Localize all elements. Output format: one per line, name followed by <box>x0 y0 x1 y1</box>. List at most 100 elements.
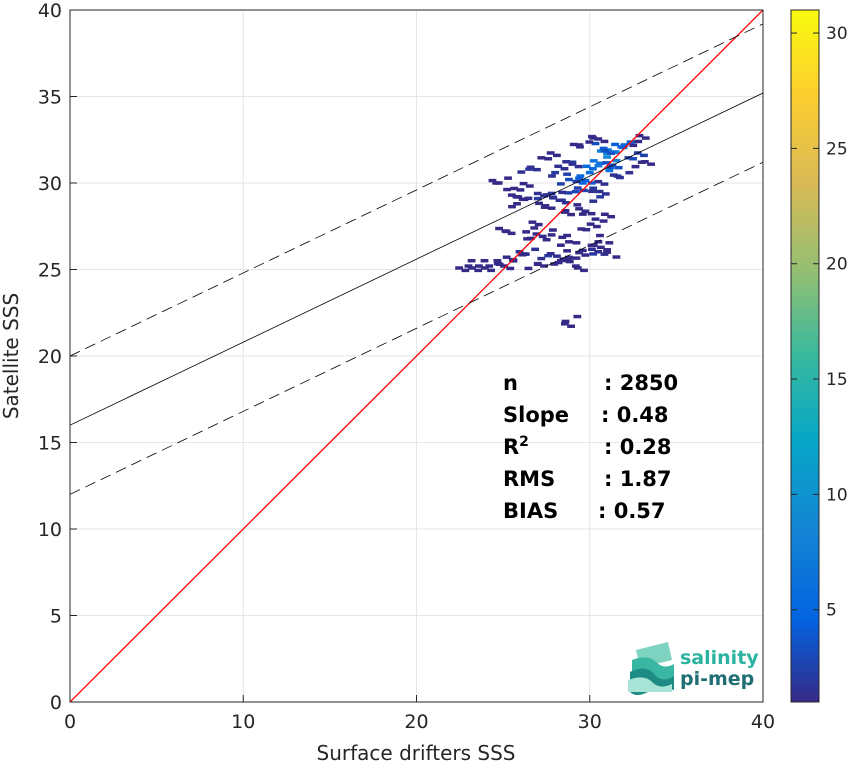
density-cell <box>558 190 567 195</box>
y-tick-label: 30 <box>38 173 62 195</box>
colorbar-tick-label: 25 <box>826 139 848 159</box>
density-cell <box>596 233 604 238</box>
density-cell <box>556 182 565 186</box>
y-tick-label: 35 <box>38 87 62 109</box>
density-cell <box>524 266 533 271</box>
density-cell <box>493 258 502 263</box>
x-tick-label: 40 <box>751 711 775 733</box>
density-cell <box>647 162 655 166</box>
stat-value: : 0.28 <box>604 435 672 459</box>
density-cell <box>504 176 512 180</box>
density-cell <box>600 252 609 256</box>
density-cell <box>594 163 603 168</box>
density-cell <box>611 142 619 147</box>
density-cell <box>588 134 596 139</box>
stat-value: : 2850 <box>604 371 678 395</box>
density-cell <box>518 253 527 257</box>
colorbar-tick-label: 15 <box>826 370 848 390</box>
density-cell <box>485 264 494 268</box>
y-axis-title: Satellite SSS <box>0 293 23 419</box>
density-cell <box>581 209 590 213</box>
density-cell <box>634 139 643 144</box>
x-axis-title: Surface drifters SSS <box>317 741 516 764</box>
density-cell <box>502 255 511 259</box>
density-cell <box>594 250 603 254</box>
colorbar-tick-label: 20 <box>826 255 848 275</box>
fit-lines <box>70 10 763 702</box>
density-cell <box>631 164 640 169</box>
stat-key: BIAS <box>503 499 558 523</box>
density-cell <box>589 186 598 190</box>
density-cell <box>572 256 581 260</box>
density-cell <box>635 133 644 138</box>
density-cell <box>572 179 581 184</box>
density-cell <box>612 255 621 259</box>
regression-upper-line <box>70 23 763 357</box>
density-cell <box>533 191 542 196</box>
density-cell <box>596 149 605 153</box>
density-cell <box>575 207 583 211</box>
density-cell <box>586 222 595 226</box>
density-cell <box>467 258 476 263</box>
density-cell <box>560 322 569 326</box>
density-cell <box>617 145 626 149</box>
density-cell <box>563 233 571 238</box>
density-cell <box>600 182 609 186</box>
density-cell <box>500 264 508 268</box>
y-tick-label: 40 <box>38 0 62 22</box>
density-cell <box>551 170 559 175</box>
density-cell <box>602 161 611 165</box>
density-cell <box>591 141 600 146</box>
density-cell <box>542 238 551 242</box>
density-cell <box>526 165 535 169</box>
density-cell <box>588 167 597 171</box>
density-cell <box>575 176 583 180</box>
density-cell <box>582 227 591 232</box>
density-cell <box>533 261 542 266</box>
density-cell <box>614 165 623 170</box>
density-cell <box>554 164 563 169</box>
density-cell <box>587 211 596 216</box>
density-cell <box>589 243 598 247</box>
density-cell <box>605 168 614 173</box>
density-cell <box>601 192 610 196</box>
x-tick-label: 30 <box>578 711 602 733</box>
density-cell <box>580 268 588 273</box>
density-cell <box>525 184 534 188</box>
density-cell <box>588 247 596 252</box>
density-cell <box>487 268 496 273</box>
y-tick-label: 0 <box>50 692 62 714</box>
density-cell <box>576 145 584 149</box>
density-cell <box>546 151 555 155</box>
density-cell <box>609 173 618 177</box>
density-cell <box>575 143 584 147</box>
density-cell <box>573 314 582 319</box>
density-cell <box>468 266 476 270</box>
density-cell <box>530 226 539 230</box>
density-cell <box>515 250 524 254</box>
x-tick-label: 10 <box>231 711 255 733</box>
density-cell <box>547 191 556 196</box>
density-cell <box>599 146 608 151</box>
density-cell <box>581 178 590 183</box>
density-cell <box>532 232 541 236</box>
density-cell <box>561 200 570 205</box>
density-cell <box>571 264 580 268</box>
density-cell <box>596 195 605 199</box>
density-cell <box>517 170 526 174</box>
density-cell <box>563 172 571 176</box>
density-cell <box>564 191 573 195</box>
density-cell <box>528 220 537 224</box>
density-cell <box>640 153 648 158</box>
density-cell <box>455 266 464 270</box>
density-cell <box>474 268 483 273</box>
density-cell <box>508 204 516 209</box>
x-axis: 0 10 20 30 40 <box>64 695 775 733</box>
density-cell <box>550 262 559 266</box>
density-cell <box>533 167 541 172</box>
density-cell <box>607 151 615 155</box>
density-cell <box>591 217 600 221</box>
density-cell <box>641 136 650 140</box>
